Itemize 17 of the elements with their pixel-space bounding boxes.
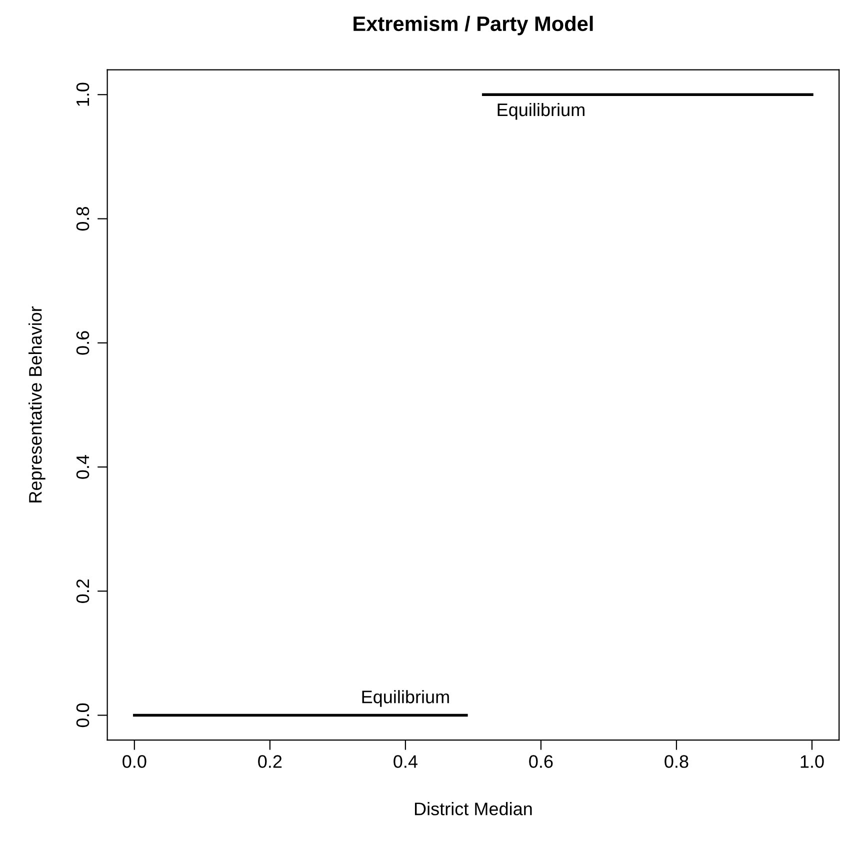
y-tick-label: 0.4 [76,454,90,479]
x-tick-label: 0.2 [258,755,282,768]
x-tick-label: 0.0 [122,755,146,768]
y-tick-label: 0.0 [76,703,90,728]
x-tick-label: 0.8 [664,755,688,768]
annotation: Equilibrium [362,690,449,707]
x-tick-label: 0.4 [394,755,418,768]
y-tick-label: 1.0 [76,82,90,106]
x-tick-label: 0.6 [529,755,553,768]
annotation: Equilibrium [498,102,584,120]
chart-title: Extremism / Party Model [354,16,593,36]
x-tick-label: 1.0 [800,755,824,768]
y-tick-label: 0.6 [76,331,90,355]
y-axis-title: Representative Behavior [28,306,46,502]
x-axis-title: District Median [414,802,532,816]
y-tick-label: 0.2 [76,579,90,603]
y-tick-label: 0.8 [76,206,90,231]
